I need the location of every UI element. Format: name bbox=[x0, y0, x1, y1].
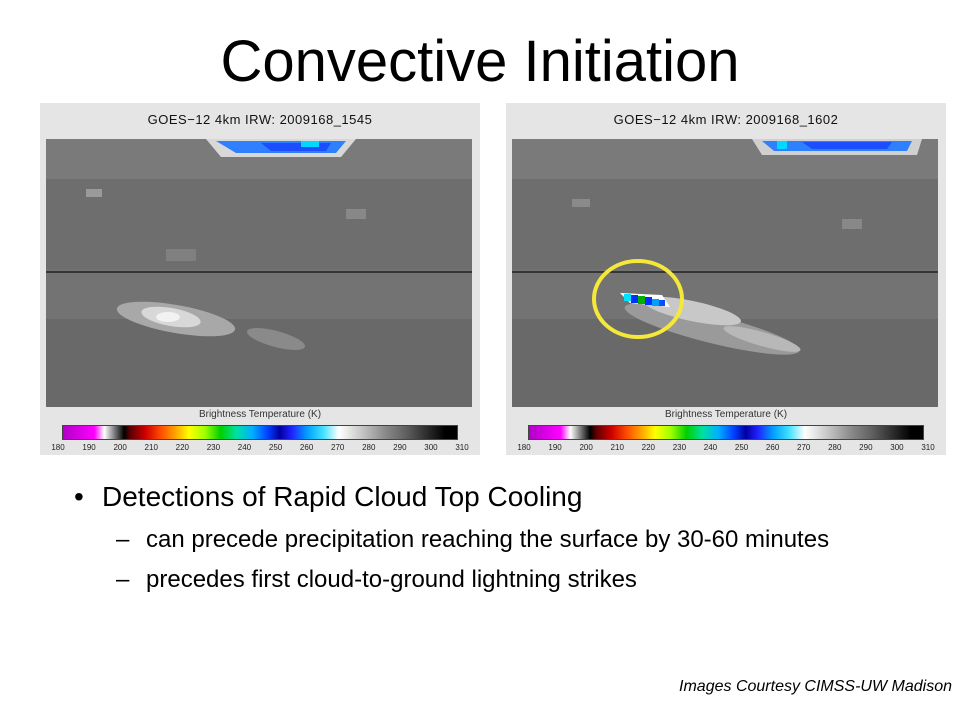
tick-label: 300 bbox=[424, 443, 438, 452]
colorbar-label: Brightness Temperature (K) bbox=[664, 409, 788, 420]
tick-label: 230 bbox=[206, 443, 221, 452]
tick-label: 290 bbox=[859, 443, 873, 452]
colorbar-label: Brightness Temperature (K) bbox=[198, 409, 322, 420]
tick-label: 310 bbox=[921, 443, 935, 452]
colorbar-ticks: 180 190 200 210 220 230 240 250 260 270 … bbox=[517, 443, 934, 455]
satellite-image-1602: GOES−12 4km IRW: 2009168_1602 bbox=[506, 103, 946, 455]
satellite-imagery bbox=[46, 139, 472, 455]
tick-label: 190 bbox=[82, 443, 96, 452]
tick-label: 180 bbox=[51, 443, 65, 452]
temperature-colorbar bbox=[528, 425, 924, 440]
bullet-glyph: • bbox=[74, 481, 84, 512]
tick-label: 260 bbox=[765, 443, 780, 452]
slide-title: Convective Initiation bbox=[220, 29, 740, 94]
bullet-list: • Detections of Rapid Cloud Top Cooling … bbox=[74, 480, 934, 594]
tick-label: 270 bbox=[797, 443, 811, 452]
tick-label: 250 bbox=[734, 443, 749, 452]
tick-label: 220 bbox=[175, 443, 189, 452]
sub-bullet-text: precedes first cloud-to-ground lightning… bbox=[146, 566, 637, 593]
temperature-colorbar bbox=[62, 425, 458, 440]
tick-label: 230 bbox=[672, 443, 687, 452]
satellite-imagery bbox=[512, 139, 938, 455]
bullet-item: • Detections of Rapid Cloud Top Cooling bbox=[74, 480, 934, 514]
colorbar-ticks: 180 190 200 210 220 230 240 250 260 270 … bbox=[51, 443, 468, 455]
image-credit: Images Courtesy CIMSS-UW Madison bbox=[679, 678, 952, 695]
tick-label: 280 bbox=[362, 443, 376, 452]
tick-label: 300 bbox=[890, 443, 904, 452]
dash-glyph: – bbox=[116, 526, 130, 553]
tick-label: 210 bbox=[610, 443, 624, 452]
sub-bullet-item: – can precede precipitation reaching the… bbox=[74, 526, 934, 554]
sub-bullet-text: can precede precipitation reaching the s… bbox=[146, 526, 830, 553]
tick-label: 210 bbox=[144, 443, 158, 452]
tick-label: 220 bbox=[641, 443, 655, 452]
sub-bullet-item: – precedes first cloud-to-ground lightni… bbox=[74, 566, 934, 594]
panel-title: GOES−12 4km IRW: 2009168_1545 bbox=[147, 112, 373, 127]
satellite-image-1545: GOES−12 4km IRW: 2009168_1545 Brightness… bbox=[40, 103, 480, 455]
tick-label: 240 bbox=[703, 443, 718, 452]
dash-glyph: – bbox=[116, 566, 130, 593]
tick-label: 240 bbox=[237, 443, 252, 452]
tick-label: 200 bbox=[579, 443, 593, 452]
tick-label: 310 bbox=[455, 443, 469, 452]
panel-title: GOES−12 4km IRW: 2009168_1602 bbox=[613, 112, 839, 127]
tick-label: 280 bbox=[828, 443, 842, 452]
tick-label: 260 bbox=[299, 443, 314, 452]
tick-label: 270 bbox=[331, 443, 345, 452]
tick-label: 200 bbox=[113, 443, 127, 452]
tick-label: 180 bbox=[517, 443, 531, 452]
bullet-text: Detections of Rapid Cloud Top Cooling bbox=[102, 481, 583, 512]
tick-label: 190 bbox=[548, 443, 562, 452]
tick-label: 290 bbox=[393, 443, 407, 452]
tick-label: 250 bbox=[268, 443, 283, 452]
